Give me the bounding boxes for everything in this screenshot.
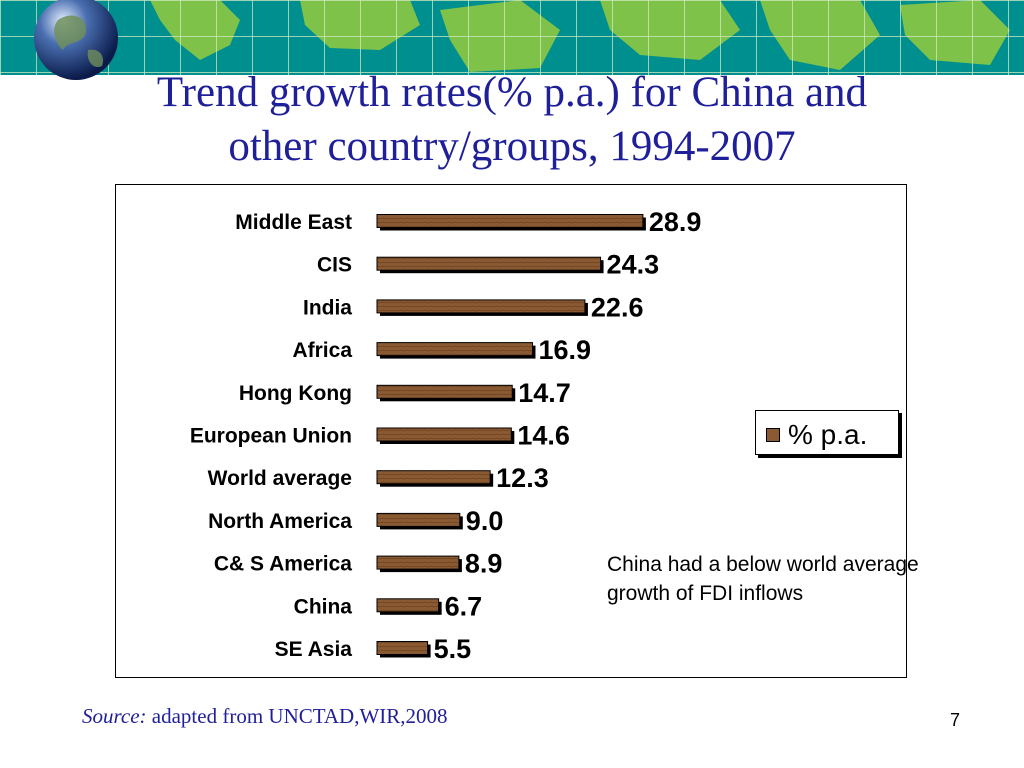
value-label-c-s-america: 8.9	[465, 549, 503, 579]
category-label-africa: Africa	[292, 339, 352, 362]
annotation-line-2: growth of FDI inflows	[607, 582, 804, 605]
bar-india	[376, 299, 586, 314]
bar-world-average	[376, 470, 491, 485]
bar-se-asia	[376, 641, 429, 655]
legend-swatch	[766, 428, 780, 442]
legend-label: % p.a.	[788, 419, 868, 450]
bar-hong-kong	[376, 384, 513, 399]
category-label-cis: CIS	[317, 254, 352, 277]
banner-map	[0, 0, 1024, 75]
value-label-cis: 24.3	[607, 250, 660, 280]
bar-cis	[376, 256, 602, 271]
source-text: adapted from UNCTAD,WIR,2008	[146, 704, 448, 728]
category-label-world-average: World average	[208, 467, 352, 490]
bar-chart: Middle East 28.9 CIS 24.3 India 22.6 Africa 16.…	[190, 207, 702, 664]
page-number: 7	[950, 710, 961, 730]
source-note: Source: adapted from UNCTAD,WIR,2008	[82, 704, 448, 729]
category-label-european-union: European Union	[190, 425, 352, 448]
source-prefix: Source:	[82, 704, 147, 728]
chart-annotation: China had a below world average growth o…	[607, 550, 1007, 608]
chart-title: Trend growth rates(% p.a.) for China and…	[60, 66, 964, 174]
value-label-world-average: 12.3	[496, 463, 549, 493]
value-label-china: 6.7	[445, 591, 483, 621]
value-label-se-asia: 5.5	[434, 634, 472, 664]
value-label-middle-east: 28.9	[649, 207, 702, 237]
category-label-hong-kong: Hong Kong	[239, 382, 352, 405]
bar-c-s-america	[376, 555, 460, 570]
bar-european-union	[376, 427, 512, 442]
chart-area: Middle East 28.9 CIS 24.3 India 22.6 Africa 16.…	[115, 184, 907, 678]
title-line-2: other country/groups, 1994-2007	[228, 123, 796, 170]
bar-china	[376, 598, 440, 613]
value-label-european-union: 14.6	[517, 421, 570, 451]
globe-icon	[34, 0, 118, 80]
value-label-india: 22.6	[591, 292, 644, 322]
category-label-india: India	[303, 296, 352, 319]
value-label-north-america: 9.0	[466, 506, 504, 536]
category-label-china: China	[294, 595, 353, 618]
bar-north-america	[376, 512, 461, 527]
chart-legend: % p.a.	[755, 410, 899, 455]
category-label-se-asia: SE Asia	[275, 638, 353, 661]
category-label-c-s-america: C& S America	[214, 553, 352, 576]
value-label-hong-kong: 14.7	[518, 378, 571, 408]
annotation-line-1: China had a below world average	[607, 553, 919, 576]
title-line-1: Trend growth rates(% p.a.) for China and	[156, 69, 868, 116]
bar-middle-east	[376, 214, 644, 228]
value-label-africa: 16.9	[538, 335, 591, 365]
category-label-north-america: North America	[208, 510, 352, 533]
category-label-middle-east: Middle East	[235, 211, 352, 234]
bar-africa	[376, 342, 533, 357]
